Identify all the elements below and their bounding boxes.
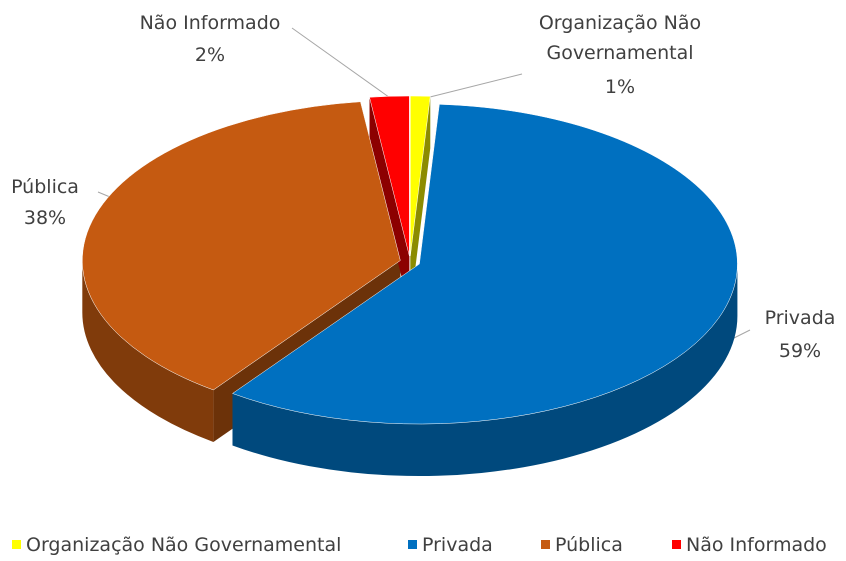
data-label-name: Pública xyxy=(11,176,79,198)
data-label-value: 1% xyxy=(604,76,636,98)
legend-label: Organização Não Governamental xyxy=(26,534,342,556)
slice xyxy=(369,95,410,257)
legend-label: Pública xyxy=(555,534,623,556)
legend-label: Privada xyxy=(422,534,493,556)
leader-line xyxy=(425,73,523,99)
slice xyxy=(231,104,738,425)
slice-wall xyxy=(232,264,738,477)
slice xyxy=(82,101,401,391)
slice-wall xyxy=(82,260,214,442)
slice-side xyxy=(410,96,431,309)
legend-marker xyxy=(12,540,21,549)
data-label-name: Privada xyxy=(764,307,836,329)
leader-line xyxy=(291,27,394,101)
data-label-value: 2% xyxy=(194,44,226,66)
legend-marker xyxy=(408,540,417,549)
data-label-name: Organização Não Governamental xyxy=(538,12,702,64)
data-label-name: Não Informado xyxy=(139,12,281,34)
slice-side xyxy=(369,97,410,309)
legend-marker xyxy=(541,540,550,549)
data-label-value: 38% xyxy=(23,207,67,229)
legend-label: Não Informado xyxy=(686,534,827,556)
legend-marker xyxy=(672,540,681,549)
tops xyxy=(82,95,738,425)
data-label-value: 59% xyxy=(778,340,822,362)
slice xyxy=(410,95,431,257)
